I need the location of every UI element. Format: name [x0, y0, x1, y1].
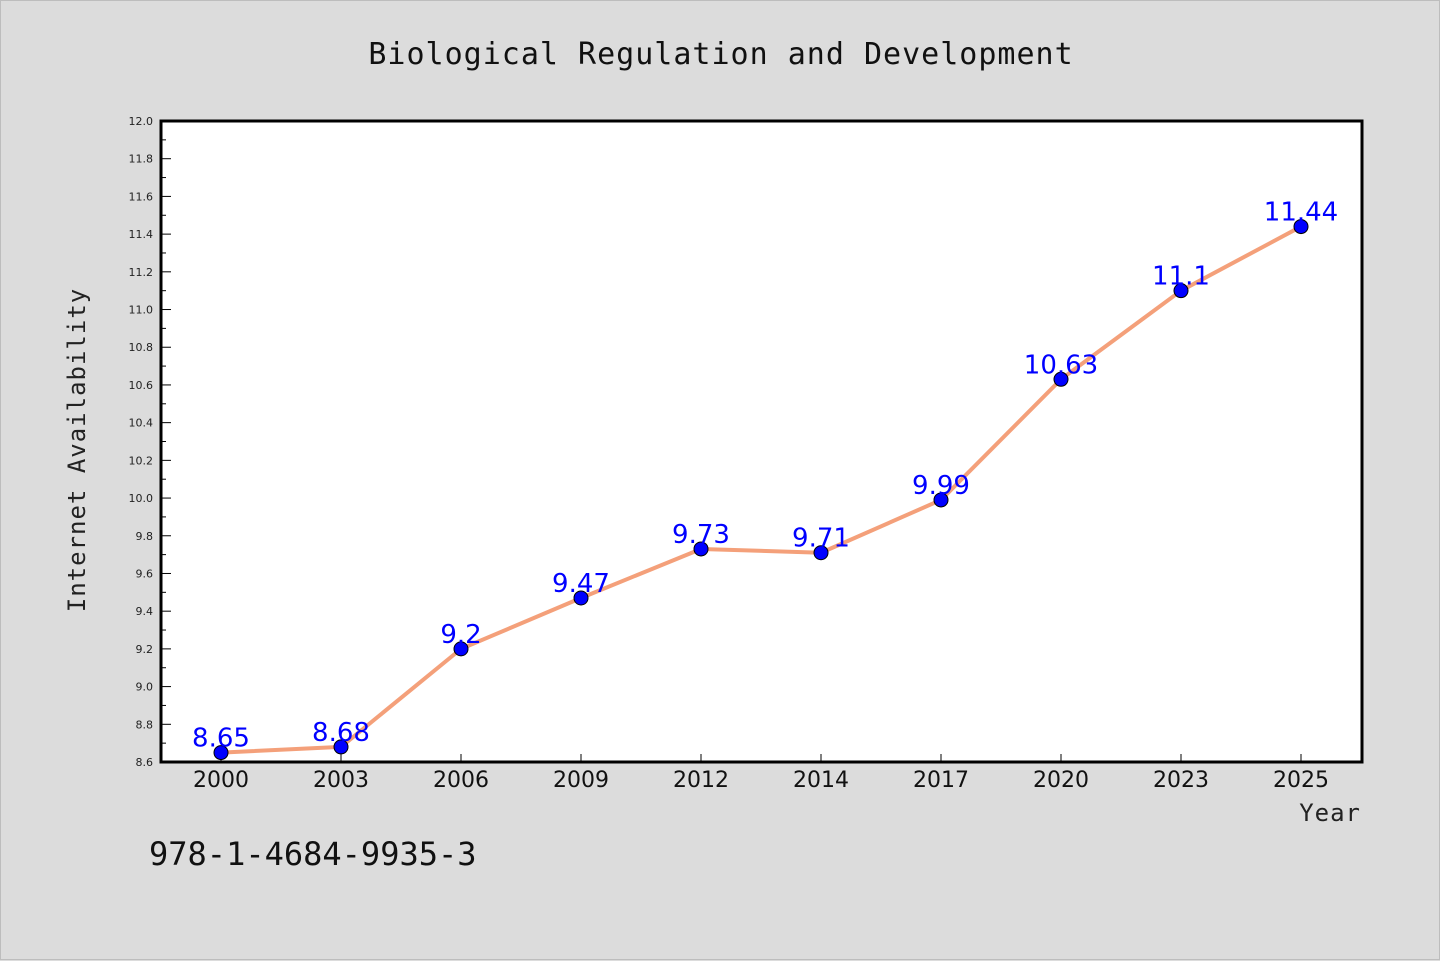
- data-label: 11.1: [1152, 262, 1210, 292]
- data-label: 9.73: [672, 520, 730, 550]
- y-tick-label: 9.2: [136, 643, 154, 656]
- y-tick-label: 8.8: [136, 718, 154, 731]
- y-tick-label: 11.2: [129, 266, 154, 279]
- y-tick-label: 9.4: [136, 605, 154, 618]
- data-labels-layer: 8.65 8.68 9.2 9.47 9.73 9.71 9.99 10.63 11.1 11.4…: [192, 198, 1338, 754]
- x-tick-label: 2025: [1273, 768, 1329, 793]
- data-point: [333, 739, 349, 755]
- data-point: [693, 541, 709, 557]
- y-tick-label: 9.0: [136, 681, 154, 694]
- y-tick-label: 11.4: [129, 228, 154, 241]
- data-point: [1053, 371, 1069, 387]
- y-axis-label: Internet Availability: [63, 288, 91, 612]
- data-label: 9.2: [440, 620, 481, 650]
- data-point: [453, 641, 469, 657]
- x-tick-label: 2003: [313, 768, 369, 793]
- x-axis-ticks: 2000 2003 2006 2009 2012 2014 2017 2020 2023 2025: [193, 754, 1329, 793]
- x-tick-label: 2023: [1153, 768, 1209, 793]
- y-tick-label: 11.6: [129, 190, 154, 203]
- data-point: [813, 545, 829, 561]
- plot-area: [159, 119, 1364, 764]
- data-point: [573, 590, 589, 606]
- x-tick-label: 2017: [913, 768, 969, 793]
- data-point: [1293, 219, 1309, 235]
- series-line: [219, 224, 1303, 755]
- y-tick-label: 11.0: [129, 304, 154, 317]
- data-label: 11.44: [1264, 198, 1338, 228]
- y-tick-label: 9.8: [136, 530, 154, 543]
- chart-title: Biological Regulation and Development: [368, 37, 1073, 72]
- data-point: [1173, 283, 1189, 299]
- y-tick-label: 10.6: [129, 379, 154, 392]
- y-axis-ticks: 8.6 8.8 9.0 9.2 9.4 9.6 9.8 10.0 10.2 10.4 10.6 10.…: [129, 115, 171, 769]
- y-tick-label: 9.6: [136, 567, 154, 580]
- data-label: 9.47: [552, 569, 610, 599]
- data-label: 8.68: [312, 718, 370, 748]
- y-tick-label: 10.8: [129, 341, 154, 354]
- x-tick-label: 2006: [433, 768, 489, 793]
- x-tick-label: 2012: [673, 768, 729, 793]
- y-tick-label: 10.2: [129, 454, 154, 467]
- x-axis-label: Year: [1299, 799, 1361, 827]
- y-tick-label: 10.0: [129, 492, 154, 505]
- data-point: [933, 492, 949, 508]
- y-tick-label: 12.0: [129, 115, 154, 128]
- data-point: [213, 745, 229, 761]
- data-label: 10.63: [1024, 350, 1098, 380]
- data-label: 8.65: [192, 724, 250, 754]
- data-label: 9.71: [792, 524, 850, 554]
- data-label: 9.99: [912, 471, 970, 501]
- isbn-text: 978-1-4684-9935-3: [149, 835, 477, 873]
- series-layer: [213, 219, 1309, 761]
- x-tick-label: 2020: [1033, 768, 1089, 793]
- y-tick-label: 11.8: [129, 153, 154, 166]
- y-tick-label: 8.6: [136, 756, 154, 769]
- x-tick-label: 2000: [193, 768, 249, 793]
- x-tick-label: 2009: [553, 768, 609, 793]
- x-tick-label: 2014: [793, 768, 849, 793]
- y-tick-label: 10.4: [129, 417, 154, 430]
